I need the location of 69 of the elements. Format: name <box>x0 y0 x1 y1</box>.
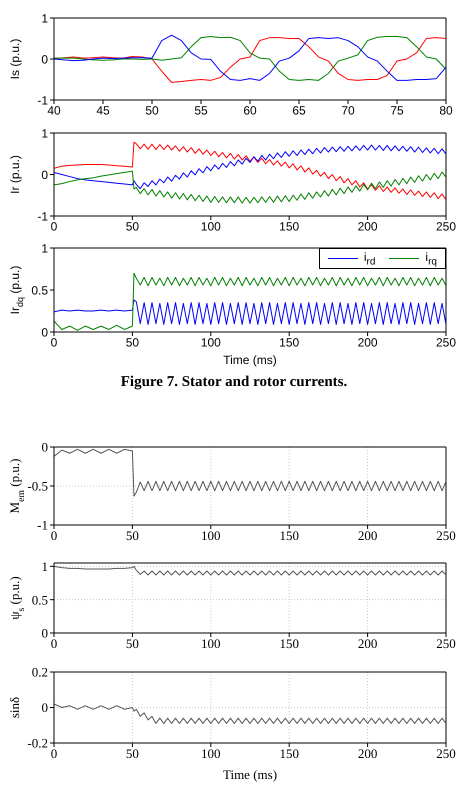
x-tick-label: 150 <box>279 220 300 234</box>
y-tick-label: 0 <box>41 52 48 66</box>
x-tick-label: 50 <box>145 104 159 118</box>
x-tick-label: 250 <box>436 746 456 762</box>
y-tick-label: -1 <box>37 209 48 224</box>
caption: Figure 7. Stator and rotor currents. <box>120 374 348 391</box>
line-series <box>54 300 446 325</box>
x-tick-label: 200 <box>358 220 378 234</box>
y-tick-label: 0 <box>41 325 48 340</box>
y-tick-label: 1 <box>41 241 48 256</box>
y-tick-label: 0.5 <box>31 283 48 298</box>
x-tick-label: 50 <box>126 220 140 234</box>
x-tick-label: 60 <box>243 104 257 118</box>
x-tick-label: 70 <box>341 104 355 118</box>
x-tick-label: 200 <box>358 528 378 544</box>
x-tick-label: 100 <box>201 528 221 544</box>
x-tick-label: 150 <box>279 336 300 350</box>
x-tick-label: 100 <box>201 636 221 652</box>
y-tick-label: -1 <box>37 518 48 533</box>
x-tick-label: 75 <box>390 104 404 118</box>
x-tick-label: 50 <box>126 746 139 762</box>
x-tick-label: 200 <box>358 636 378 652</box>
y-tick-label: 1 <box>42 558 48 574</box>
y-tick-label: 0 <box>41 168 48 182</box>
x-tick-label: 200 <box>358 336 378 350</box>
y-tick-label: 0 <box>42 700 48 716</box>
x-axis-title: Time (ms) <box>223 353 277 367</box>
y-tick-label: 0 <box>42 440 48 455</box>
x-tick-label: 55 <box>194 104 208 118</box>
x-tick-label: 50 <box>126 528 139 544</box>
line-series <box>54 566 446 576</box>
line-series <box>54 142 446 200</box>
y-tick-label: -1 <box>37 93 48 108</box>
x-tick-label: 50 <box>126 336 140 350</box>
x-tick-label: 0 <box>50 336 58 350</box>
x-tick-label: 40 <box>47 104 61 118</box>
x-tick-label: 80 <box>439 104 453 118</box>
x-tick-label: 100 <box>200 220 222 234</box>
x-tick-label: 100 <box>201 746 221 762</box>
line-series <box>54 170 446 204</box>
x-tick-label: 150 <box>279 746 299 762</box>
x-tick-label: 250 <box>436 220 456 234</box>
x-tick-label: 150 <box>279 528 299 544</box>
legend-label: i$_{rq}$ <box>425 250 437 268</box>
x-tick-label: 200 <box>358 746 378 762</box>
line-series <box>54 703 446 724</box>
y-axis-title: Is (p.u.) <box>8 38 22 80</box>
x-tick-label: 150 <box>279 636 299 652</box>
y-tick-label: 1 <box>41 11 48 26</box>
y-tick-label: -0.5 <box>27 478 48 494</box>
y-tick-label: -0.2 <box>27 736 48 751</box>
y-axis-title: Ir (p.u.) <box>8 155 22 194</box>
x-tick-label: 65 <box>292 104 306 118</box>
y-tick-label: 0.5 <box>32 592 48 608</box>
line-series <box>54 144 446 190</box>
line-series <box>54 272 446 331</box>
x-axis-title: Time (ms) <box>222 767 278 782</box>
x-tick-label: 250 <box>436 336 456 350</box>
x-tick-label: 50 <box>126 636 139 652</box>
y-tick-label: 0.2 <box>32 664 48 680</box>
y-tick-label: 1 <box>41 126 48 140</box>
y-axis-title: sinδ <box>6 696 22 718</box>
x-tick-label: 100 <box>200 336 222 350</box>
x-tick-label: 250 <box>436 636 456 652</box>
y-tick-label: 0 <box>42 626 48 641</box>
x-tick-label: 0 <box>50 220 58 234</box>
legend-label: i$_{rd}$ <box>364 250 376 268</box>
x-tick-label: 45 <box>96 104 110 118</box>
x-tick-label: 250 <box>436 528 456 544</box>
